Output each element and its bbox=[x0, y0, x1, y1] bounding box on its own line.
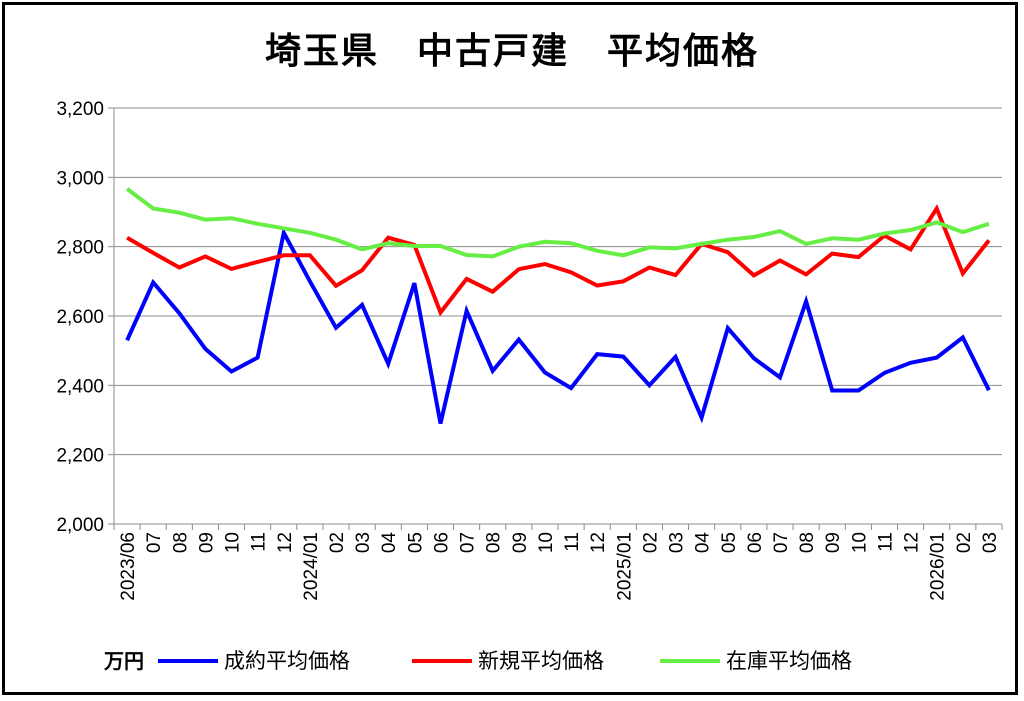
legend-label: 在庫平均価格 bbox=[726, 649, 852, 673]
legend-label: 新規平均価格 bbox=[478, 649, 604, 673]
series-lines bbox=[125, 187, 991, 424]
series-line bbox=[126, 204, 991, 317]
x-tick-label: 03 bbox=[353, 532, 374, 553]
gridlines bbox=[108, 107, 1003, 530]
legend: 万円 成約平均価格 新規平均価格 在庫平均価格 bbox=[103, 649, 852, 673]
x-tick-label: 10 bbox=[849, 532, 870, 553]
x-tick-label: 07 bbox=[771, 532, 792, 553]
x-tick-label: 05 bbox=[719, 532, 740, 553]
series-line bbox=[125, 227, 991, 424]
x-tick-label: 10 bbox=[536, 532, 557, 553]
y-tick-label: 2,800 bbox=[56, 238, 104, 259]
y-tick-label: 3,200 bbox=[56, 99, 104, 120]
y-tick-label: 2,400 bbox=[56, 376, 104, 397]
x-tick-label: 04 bbox=[693, 532, 714, 554]
x-tick-label: 09 bbox=[196, 532, 217, 553]
x-tick-label: 05 bbox=[405, 532, 426, 553]
x-tick-label: 2023/06 bbox=[118, 532, 139, 601]
x-tick-label: 12 bbox=[902, 532, 923, 553]
x-tick-label: 04 bbox=[379, 532, 400, 554]
x-tick-label: 11 bbox=[875, 532, 896, 552]
y-tick-label: 2,200 bbox=[56, 446, 104, 467]
x-tick-label: 08 bbox=[484, 532, 505, 553]
x-tick-label: 11 bbox=[249, 532, 270, 552]
x-axis-ticks: 2023/06 07 08 09 10 11 12 2024/01 02 03 04 05 06 07 08… bbox=[118, 532, 1001, 601]
x-tick-label: 02 bbox=[327, 532, 348, 553]
x-tick-label: 02 bbox=[640, 532, 661, 553]
x-tick-label: 08 bbox=[797, 532, 818, 553]
x-tick-label: 2025/01 bbox=[614, 532, 635, 601]
x-tick-label: 07 bbox=[144, 532, 165, 553]
x-tick-label: 09 bbox=[823, 532, 844, 553]
x-tick-label: 08 bbox=[170, 532, 191, 553]
x-tick-label: 10 bbox=[223, 532, 244, 553]
x-tick-label: 06 bbox=[745, 532, 766, 553]
chart-title: 埼玉県 中古戸建 平均価格 bbox=[264, 31, 759, 72]
unit-label: 万円 bbox=[103, 649, 144, 673]
x-tick-label: 03 bbox=[980, 532, 1001, 553]
x-tick-label: 06 bbox=[431, 532, 452, 553]
x-tick-label: 09 bbox=[510, 532, 531, 553]
x-tick-label: 2026/01 bbox=[928, 532, 949, 601]
y-tick-label: 2,600 bbox=[56, 307, 104, 328]
x-tick-label: 03 bbox=[667, 532, 688, 553]
series-line bbox=[125, 187, 990, 259]
x-tick-label: 2024/01 bbox=[301, 532, 322, 601]
x-tick-label: 02 bbox=[954, 532, 975, 553]
y-tick-label: 3,000 bbox=[56, 168, 104, 189]
y-tick-label: 2,000 bbox=[56, 515, 104, 536]
y-axis-ticks: 2,000 2,200 2,400 2,600 2,800 3,000 3,200 bbox=[56, 99, 104, 536]
legend-label: 成約平均価格 bbox=[224, 649, 350, 673]
x-tick-label: 12 bbox=[588, 532, 609, 553]
x-tick-label: 12 bbox=[275, 532, 296, 553]
x-tick-label: 11 bbox=[562, 532, 583, 552]
x-tick-label: 07 bbox=[458, 532, 479, 553]
